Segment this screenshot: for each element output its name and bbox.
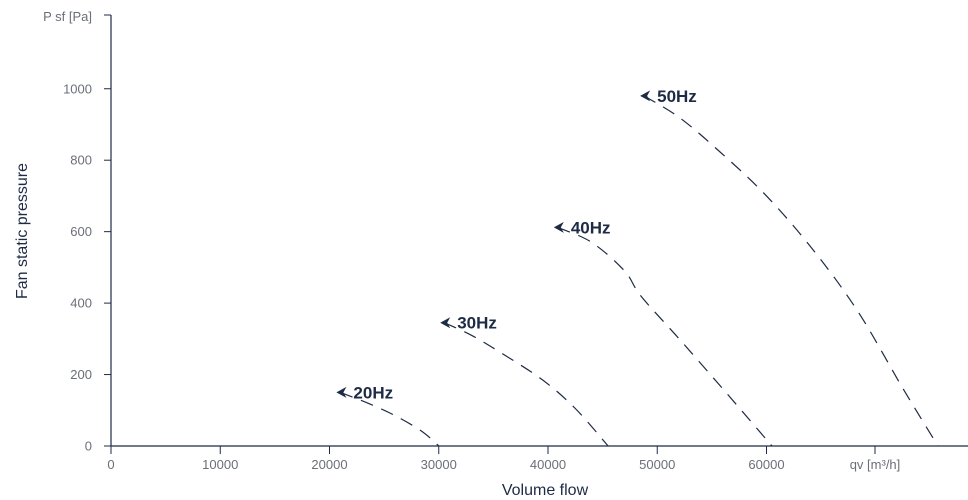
- curve-start-marker: [553, 221, 564, 233]
- curve-label: 20Hz: [353, 383, 393, 402]
- axes: [104, 14, 968, 447]
- x-tick-label: 40000: [530, 457, 566, 472]
- curve-start-marker: [440, 317, 451, 329]
- x-tick-label: 60000: [748, 457, 784, 472]
- y-tick-label: 800: [70, 153, 92, 168]
- curve-line: [443, 322, 609, 447]
- curve-label: 40Hz: [571, 218, 611, 237]
- curve-line: [643, 95, 939, 447]
- x-tick-label: 20000: [311, 457, 347, 472]
- x-axis-ticks: 0 10000 20000 30000 40000 50000 60000: [107, 446, 876, 472]
- curve-line: [340, 391, 440, 447]
- y-unit-label: P sf [Pa]: [43, 9, 92, 24]
- y-tick-label: 600: [70, 224, 92, 239]
- y-tick-label: 200: [70, 367, 92, 382]
- curve-label: 50Hz: [657, 87, 697, 106]
- x-unit-label: qv [m³/h]: [850, 457, 901, 472]
- x-tick-label: 0: [107, 457, 114, 472]
- curve-50hz: 50Hz: [640, 87, 939, 447]
- x-tick-label: 50000: [639, 457, 675, 472]
- fan-curves: 20Hz 30Hz 40Hz 50Hz: [336, 87, 939, 447]
- x-axis-title: Volume flow: [502, 482, 589, 499]
- curve-start-marker: [640, 90, 651, 102]
- curve-label: 30Hz: [457, 314, 497, 333]
- curve-start-marker: [336, 386, 347, 398]
- y-axis-ticks: 0 200 400 600 800 1000: [63, 81, 111, 454]
- y-tick-label: 400: [70, 296, 92, 311]
- y-tick-label: 0: [85, 439, 92, 454]
- curve-20hz: 20Hz: [336, 383, 440, 447]
- y-axis-title: Fan static pressure: [14, 163, 31, 299]
- curve-30hz: 30Hz: [440, 314, 609, 447]
- x-tick-label: 10000: [202, 457, 238, 472]
- curve-line: [557, 226, 773, 447]
- x-tick-label: 30000: [421, 457, 457, 472]
- y-tick-label: 1000: [63, 81, 92, 96]
- curve-40hz: 40Hz: [553, 218, 773, 447]
